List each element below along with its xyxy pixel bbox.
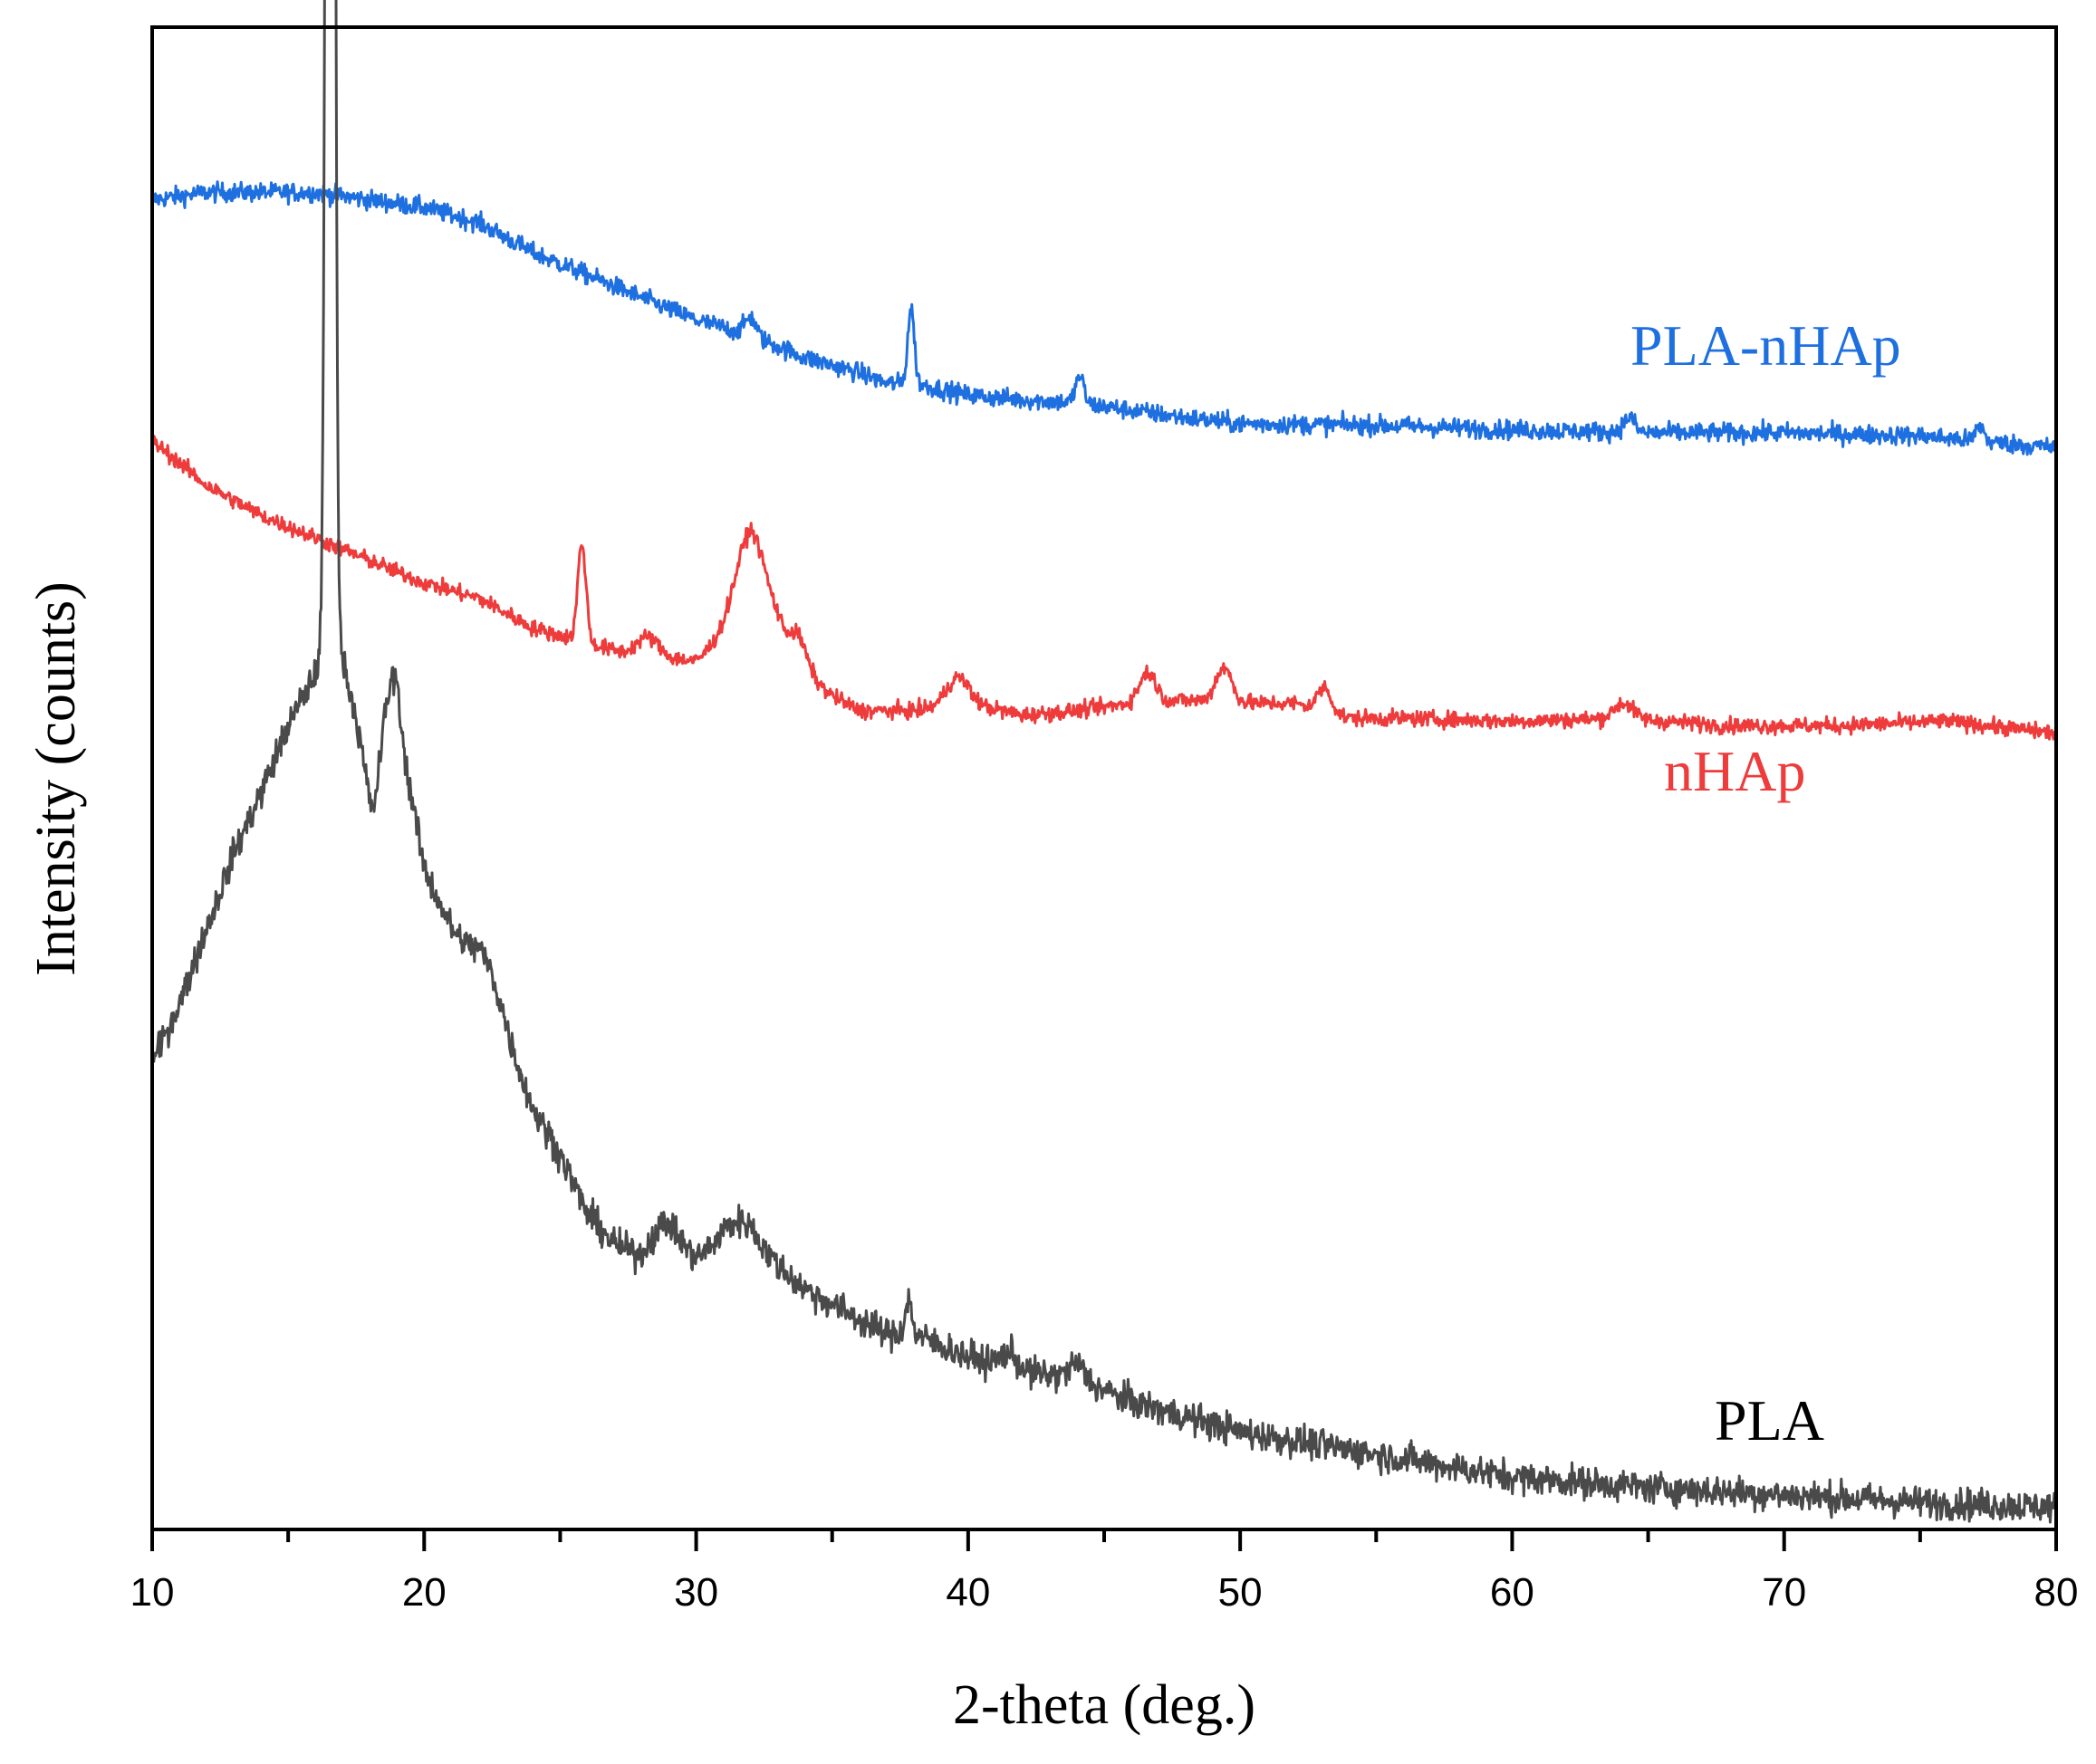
x-tick-label: 80: [2034, 1570, 2079, 1615]
x-axis-title: 2-theta (deg.): [953, 1674, 1255, 1736]
series-label-pla-nhap: PLA-nHAp: [1630, 313, 1901, 378]
series-label-pla: PLA: [1715, 1388, 1824, 1452]
series-line-pla-nhap: [152, 180, 2056, 456]
x-tick-label: 70: [1762, 1570, 1806, 1615]
x-axis-ticks: [150, 1529, 2058, 1551]
x-tick-label: 30: [674, 1570, 718, 1615]
y-axis-title: Intensity (counts): [25, 581, 87, 976]
series-line-nhap: [152, 435, 2056, 741]
x-tick-label: 40: [946, 1570, 990, 1615]
x-tick-label: 10: [130, 1570, 175, 1615]
series-line-pla: [152, 0, 2056, 1524]
x-tick-label: 50: [1218, 1570, 1263, 1615]
x-tick-label: 20: [402, 1570, 447, 1615]
series-label-nhap: nHAp: [1664, 739, 1805, 803]
x-tick-label: 60: [1490, 1570, 1534, 1615]
series-layer: [152, 0, 2056, 1524]
